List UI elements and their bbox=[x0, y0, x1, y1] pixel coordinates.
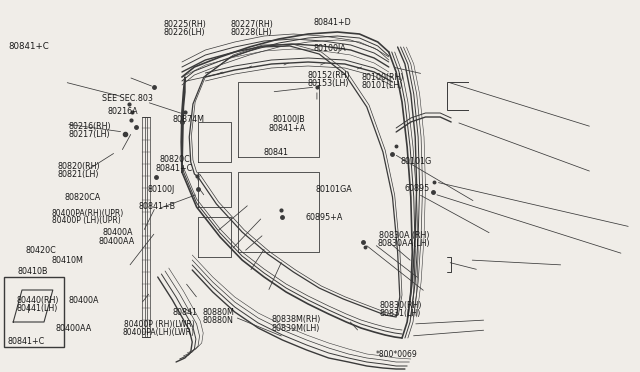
Text: 80400AA: 80400AA bbox=[99, 237, 135, 246]
Text: 80841+C: 80841+C bbox=[156, 164, 193, 173]
Text: 80420C: 80420C bbox=[26, 246, 56, 255]
Text: SEE SEC.803: SEE SEC.803 bbox=[102, 94, 153, 103]
Text: 80841: 80841 bbox=[264, 148, 289, 157]
Text: 80841+C: 80841+C bbox=[8, 42, 49, 51]
Text: 80841+A: 80841+A bbox=[269, 124, 306, 133]
Text: 80400A: 80400A bbox=[102, 228, 133, 237]
Text: 80400PA(RH)(UPR): 80400PA(RH)(UPR) bbox=[52, 209, 124, 218]
Text: 80441(LH): 80441(LH) bbox=[17, 304, 58, 313]
Text: 80410M: 80410M bbox=[52, 256, 83, 265]
Text: 80153(LH): 80153(LH) bbox=[308, 79, 349, 88]
Text: 80400P (RH)(LWR): 80400P (RH)(LWR) bbox=[124, 320, 195, 329]
Text: 80874M: 80874M bbox=[173, 115, 205, 124]
Text: 80217(LH): 80217(LH) bbox=[68, 130, 109, 139]
Text: 80400AA: 80400AA bbox=[56, 324, 92, 333]
Text: 80820CA: 80820CA bbox=[65, 193, 101, 202]
Text: 80841: 80841 bbox=[173, 308, 198, 317]
Text: 80838M(RH): 80838M(RH) bbox=[271, 315, 321, 324]
Text: 80225(RH): 80225(RH) bbox=[163, 20, 206, 29]
Text: 80400A: 80400A bbox=[68, 296, 99, 305]
Text: 80830(RH): 80830(RH) bbox=[380, 301, 422, 310]
Text: 60895+A: 60895+A bbox=[305, 213, 342, 222]
Text: 80101G: 80101G bbox=[401, 157, 432, 166]
Text: 80820C: 80820C bbox=[159, 155, 190, 164]
Text: 80227(RH): 80227(RH) bbox=[231, 20, 274, 29]
Text: 80830AA(LH): 80830AA(LH) bbox=[378, 239, 430, 248]
Text: 80100(RH): 80100(RH) bbox=[362, 73, 404, 81]
Text: 80841+D: 80841+D bbox=[314, 18, 351, 27]
Text: 80101(LH): 80101(LH) bbox=[362, 81, 403, 90]
Text: 80400PA(LH)(LWR): 80400PA(LH)(LWR) bbox=[122, 328, 194, 337]
Text: 80841+C: 80841+C bbox=[7, 337, 45, 346]
Text: 80839M(LH): 80839M(LH) bbox=[271, 324, 320, 333]
Text: 80216A: 80216A bbox=[107, 107, 138, 116]
Bar bbox=[4, 277, 64, 347]
Text: 60895: 60895 bbox=[404, 185, 430, 193]
Text: 80820(RH): 80820(RH) bbox=[57, 162, 100, 171]
Text: *800*0069: *800*0069 bbox=[376, 350, 417, 359]
Text: 80101GA: 80101GA bbox=[316, 185, 352, 194]
Text: 80880N: 80880N bbox=[203, 316, 234, 325]
Text: 80152(RH): 80152(RH) bbox=[308, 71, 350, 80]
Bar bbox=[447, 82, 470, 110]
Text: 80410B: 80410B bbox=[18, 267, 49, 276]
Text: 80400P (LH)(UPR): 80400P (LH)(UPR) bbox=[52, 216, 120, 225]
Text: 80880M: 80880M bbox=[203, 308, 235, 317]
Text: 80841+B: 80841+B bbox=[138, 202, 175, 211]
Text: 80821(LH): 80821(LH) bbox=[57, 170, 99, 179]
Text: 80216(RH): 80216(RH) bbox=[68, 122, 111, 131]
Text: 80226(LH): 80226(LH) bbox=[163, 28, 205, 37]
Text: 80100JB: 80100JB bbox=[272, 115, 305, 124]
Text: 80830A (RH): 80830A (RH) bbox=[380, 231, 430, 240]
Text: 80440(RH): 80440(RH) bbox=[17, 296, 59, 305]
Text: 80228(LH): 80228(LH) bbox=[231, 28, 273, 37]
Text: 80100J: 80100J bbox=[148, 185, 175, 194]
Text: 80100JA: 80100JA bbox=[314, 44, 346, 53]
Text: 80831(LH): 80831(LH) bbox=[380, 309, 420, 318]
